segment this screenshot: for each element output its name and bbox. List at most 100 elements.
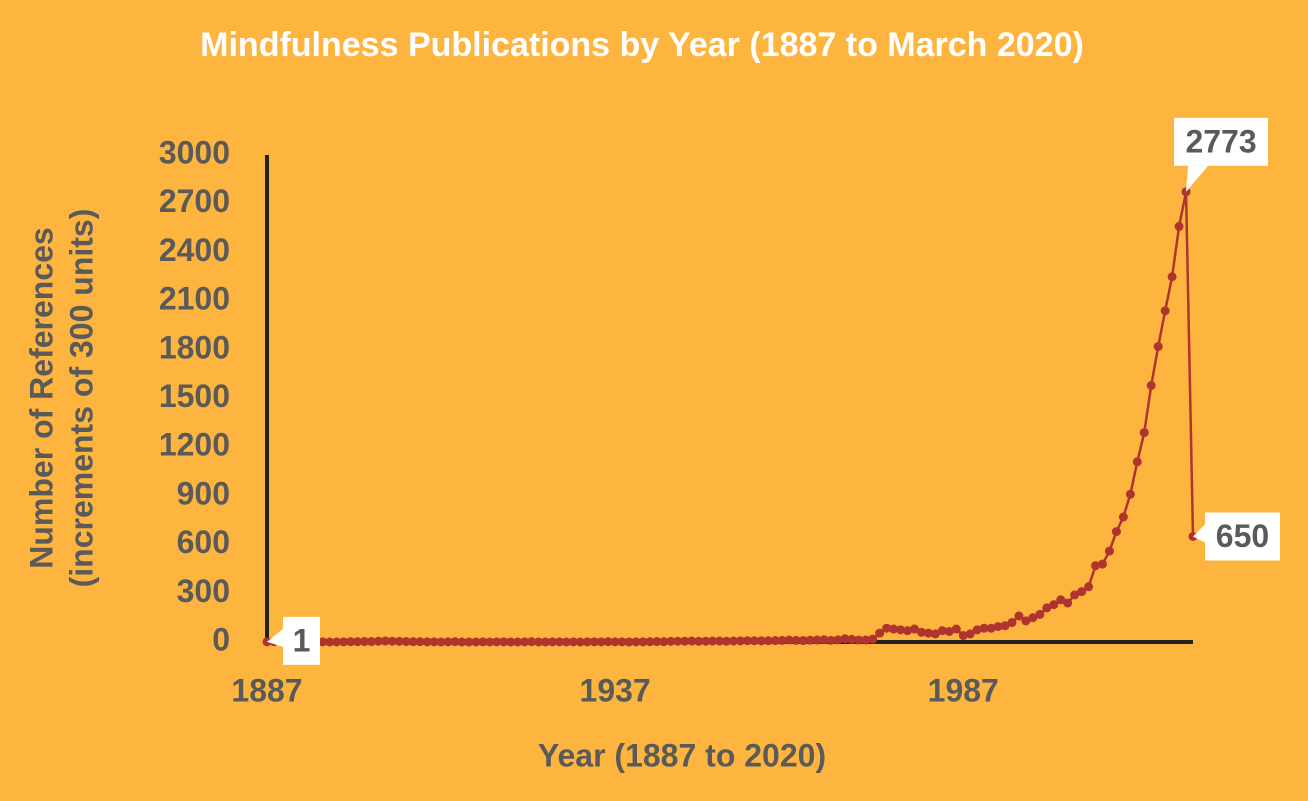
- data-point: [784, 635, 794, 645]
- data-point: [1153, 342, 1163, 352]
- x-tick-label: 1937: [580, 672, 651, 708]
- data-point: [993, 622, 1003, 632]
- x-tick-label: 1887: [231, 672, 302, 708]
- x-tick-label: 1987: [928, 672, 999, 708]
- data-point: [728, 636, 738, 646]
- y-tick-label: 1800: [159, 329, 230, 365]
- data-point: [353, 637, 363, 647]
- data-point: [694, 636, 704, 646]
- data-point: [979, 623, 989, 633]
- data-point: [708, 636, 718, 646]
- data-label: 1: [293, 622, 311, 658]
- data-point: [965, 629, 975, 639]
- data-point: [394, 636, 404, 646]
- y-tick-label: 2100: [159, 281, 230, 317]
- data-point: [1042, 603, 1052, 613]
- data-point: [937, 626, 947, 636]
- data-point: [659, 637, 669, 647]
- data-point: [903, 626, 913, 636]
- x-axis-label: Year (1887 to 2020): [538, 737, 826, 773]
- data-point: [826, 635, 836, 645]
- data-point: [1125, 489, 1135, 499]
- data-point: [534, 637, 544, 647]
- data-point: [1007, 618, 1017, 628]
- data-point: [443, 637, 453, 647]
- data-point: [735, 636, 745, 646]
- data-point: [896, 625, 906, 635]
- data-point: [666, 636, 676, 646]
- data-point: [1035, 609, 1045, 619]
- data-label-box: [1174, 117, 1269, 166]
- data-point: [722, 636, 732, 646]
- data-point: [610, 637, 620, 647]
- y-tick-label: 1200: [159, 427, 230, 463]
- data-point: [596, 637, 606, 647]
- data-point: [645, 637, 655, 647]
- y-tick-label: 2400: [159, 232, 230, 268]
- data-point: [1097, 559, 1107, 569]
- data-point: [638, 637, 648, 647]
- y-axis-label: Number of References (increments of 300 …: [23, 209, 99, 588]
- data-point: [457, 637, 467, 647]
- data-point: [1000, 621, 1010, 631]
- data-point: [777, 635, 787, 645]
- data-point: [513, 637, 523, 647]
- data-point: [471, 637, 481, 647]
- data-label-pointer: [267, 628, 283, 647]
- data-point: [1056, 595, 1066, 605]
- data-point: [492, 637, 502, 647]
- data-point: [1084, 582, 1094, 592]
- data-point: [589, 637, 599, 647]
- data-point: [1014, 611, 1024, 621]
- data-point: [429, 637, 439, 647]
- data-point: [701, 636, 711, 646]
- data-label-box: [1205, 512, 1280, 561]
- data-point: [791, 635, 801, 645]
- data-point: [561, 637, 571, 647]
- data-point: [1077, 587, 1087, 597]
- data-point: [499, 637, 509, 647]
- data-point: [339, 637, 349, 647]
- data-point: [568, 637, 578, 647]
- data-point: [380, 636, 390, 646]
- chart-title: Mindfulness Publications by Year (1887 t…: [200, 26, 1084, 64]
- data-point: [875, 628, 885, 638]
- data-point: [527, 637, 537, 647]
- data-point: [325, 637, 335, 647]
- data-point: [1021, 616, 1031, 626]
- data-point: [436, 637, 446, 647]
- data-point: [547, 637, 557, 647]
- data-point: [359, 637, 369, 647]
- data-point: [840, 634, 850, 644]
- data-point: [401, 637, 411, 647]
- data-point: [1111, 527, 1121, 537]
- data-point: [1104, 546, 1114, 556]
- data-point: [687, 636, 697, 646]
- data-point: [805, 635, 815, 645]
- data-point: [652, 637, 662, 647]
- data-point: [951, 624, 961, 634]
- data-point: [540, 637, 550, 647]
- data-point: [819, 635, 829, 645]
- data-point: [318, 637, 328, 647]
- data-point: [861, 635, 871, 645]
- data-label-pointer: [1186, 165, 1209, 192]
- data-point: [617, 637, 627, 647]
- data-point: [1049, 600, 1059, 610]
- y-tick-label: 600: [177, 524, 230, 560]
- data-point: [1132, 457, 1142, 467]
- data-point: [910, 624, 920, 634]
- data-point: [1174, 221, 1184, 231]
- data-point: [1028, 613, 1038, 623]
- data-point: [673, 636, 683, 646]
- data-point: [415, 637, 425, 647]
- data-point: [1070, 590, 1080, 600]
- data-point: [715, 636, 725, 646]
- data-point: [387, 636, 397, 646]
- data-point: [366, 637, 376, 647]
- data-point: [944, 626, 954, 636]
- data-point: [450, 637, 460, 647]
- data-point: [1118, 512, 1128, 522]
- data-point: [408, 637, 418, 647]
- data-point: [464, 637, 474, 647]
